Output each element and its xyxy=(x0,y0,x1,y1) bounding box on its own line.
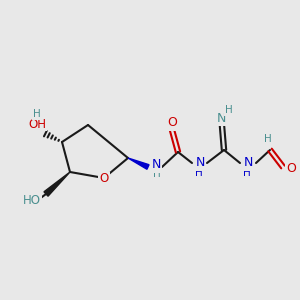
Text: H: H xyxy=(33,109,41,119)
Text: O: O xyxy=(99,172,109,185)
Text: HO: HO xyxy=(23,194,41,208)
Text: H: H xyxy=(264,134,272,144)
Text: N: N xyxy=(243,157,253,169)
Text: OH: OH xyxy=(28,118,46,130)
Polygon shape xyxy=(128,158,149,169)
Polygon shape xyxy=(44,172,70,196)
Text: H: H xyxy=(153,169,161,179)
Text: H: H xyxy=(243,168,251,178)
Text: O: O xyxy=(286,163,296,176)
Text: N: N xyxy=(216,112,226,124)
Text: H: H xyxy=(225,105,233,115)
Text: N: N xyxy=(195,157,205,169)
Text: N: N xyxy=(151,158,161,172)
Text: H: H xyxy=(195,168,203,178)
Text: O: O xyxy=(167,116,177,130)
